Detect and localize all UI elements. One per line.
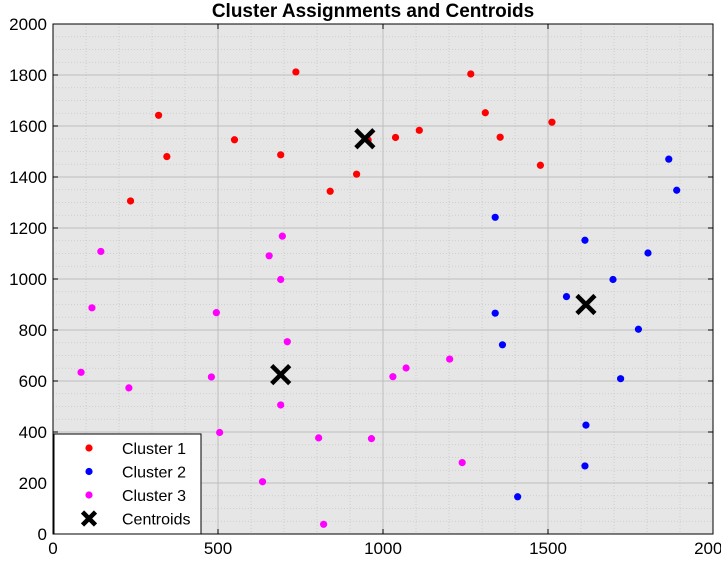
cluster-2-point: [491, 309, 499, 317]
y-tick-label: 600: [19, 372, 47, 391]
legend-centroids-label: Centroids: [122, 512, 190, 529]
cluster-3-point: [265, 252, 273, 260]
cluster-2-point: [498, 341, 507, 349]
cluster-3-point: [277, 401, 285, 409]
centroid-marker: [575, 293, 597, 316]
cluster-2-point: [673, 186, 681, 194]
cluster-1-point: [415, 126, 423, 134]
cluster-2-point: [582, 421, 590, 429]
legend-box: [53, 433, 202, 535]
series-cluster-2: [491, 155, 681, 501]
cluster-3-point: [207, 373, 215, 381]
legend-cluster-3-label: Cluster 3: [122, 488, 186, 505]
cluster-3-point: [77, 368, 85, 376]
cluster-3-point: [97, 247, 105, 256]
y-tick-label: 1400: [9, 168, 47, 187]
cluster-1-point: [292, 68, 300, 76]
cluster-3-point: [320, 520, 328, 528]
y-tick-label: 200: [19, 474, 47, 493]
centroid-marker: [270, 364, 292, 386]
data-points: [77, 68, 681, 528]
x-tick-label: 1000: [364, 539, 402, 558]
y-tick-label: 1600: [9, 117, 47, 136]
cluster-1-point: [277, 151, 285, 159]
cluster-3-point: [88, 304, 96, 312]
cluster-1-point: [391, 133, 400, 142]
cluster-1-point: [126, 197, 135, 205]
cluster-3-point: [367, 435, 376, 443]
cluster-1-point: [353, 170, 361, 178]
series-cluster-3: [77, 232, 466, 528]
centroid-stroke: [575, 293, 597, 316]
cluster-1-point: [155, 111, 163, 119]
legend: Cluster 1 Cluster 2 Cluster 3 Centroids: [53, 433, 202, 535]
cluster-2-point: [491, 213, 499, 221]
series-centroids: [270, 128, 597, 386]
cluster-3-point: [458, 459, 466, 467]
y-tick-label: 400: [19, 423, 47, 442]
y-tick-label: 1200: [9, 219, 47, 238]
cluster-3-point: [216, 428, 224, 437]
cluster-3-point: [446, 355, 454, 363]
legend-cluster-1-label: Cluster 1: [122, 441, 186, 458]
y-tick-label: 0: [38, 525, 47, 544]
cluster-2-point: [581, 236, 589, 244]
legend-centroid-marker: [80, 510, 98, 527]
cluster-2-point: [562, 292, 571, 301]
centroid-stroke: [80, 510, 98, 527]
x-tick-label: 500: [204, 539, 232, 558]
cluster-3-point: [402, 364, 410, 372]
cluster-2-point: [581, 462, 589, 470]
cluster-1-point: [230, 136, 239, 144]
cluster-1-point: [536, 161, 545, 169]
cluster-1-point: [548, 118, 556, 126]
cluster-3-point: [212, 309, 220, 317]
cluster-2-point: [644, 249, 652, 257]
cluster-1-point: [326, 187, 334, 195]
x-tick-label: 1500: [529, 539, 567, 558]
cluster-2-point: [617, 375, 625, 383]
x-tick-label: 2000: [694, 539, 721, 558]
major-grid: [53, 24, 713, 534]
centroid-stroke: [354, 128, 376, 150]
cluster-2-point: [609, 275, 617, 284]
chart-title: Cluster Assignments and Centroids: [212, 1, 534, 22]
cluster-1-point: [481, 109, 489, 117]
cluster-1-point: [163, 153, 171, 161]
cluster-3-point: [315, 434, 323, 442]
legend-cluster-3-marker: [85, 491, 93, 499]
cluster-3-point: [283, 338, 291, 346]
legend-cluster-1-marker: [85, 444, 93, 452]
legend-cluster-2-label: Cluster 2: [122, 465, 186, 482]
y-tick-label: 1000: [9, 270, 47, 289]
legend-cluster-2-marker: [85, 467, 93, 476]
cluster-3-point: [258, 478, 267, 486]
axis-ticks: 0 500 1000 1500 2000 0 200 400 600 800 1000 1200 140…: [9, 15, 721, 558]
cluster-3-point: [277, 275, 285, 284]
y-tick-label: 2000: [9, 15, 47, 34]
cluster-1-point: [496, 133, 504, 141]
cluster-2-point: [665, 155, 673, 163]
centroid-stroke: [270, 364, 292, 386]
cluster-1-point: [467, 70, 475, 78]
cluster-2-point: [514, 493, 522, 501]
y-tick-label: 1800: [9, 66, 47, 85]
x-tick-label: 0: [48, 539, 57, 558]
centroid-marker: [354, 128, 376, 150]
cluster-3-point: [278, 232, 286, 240]
cluster-3-point: [389, 373, 397, 381]
cluster-3-point: [125, 384, 133, 392]
cluster-2-point: [634, 325, 643, 333]
y-tick-label: 800: [19, 321, 47, 340]
